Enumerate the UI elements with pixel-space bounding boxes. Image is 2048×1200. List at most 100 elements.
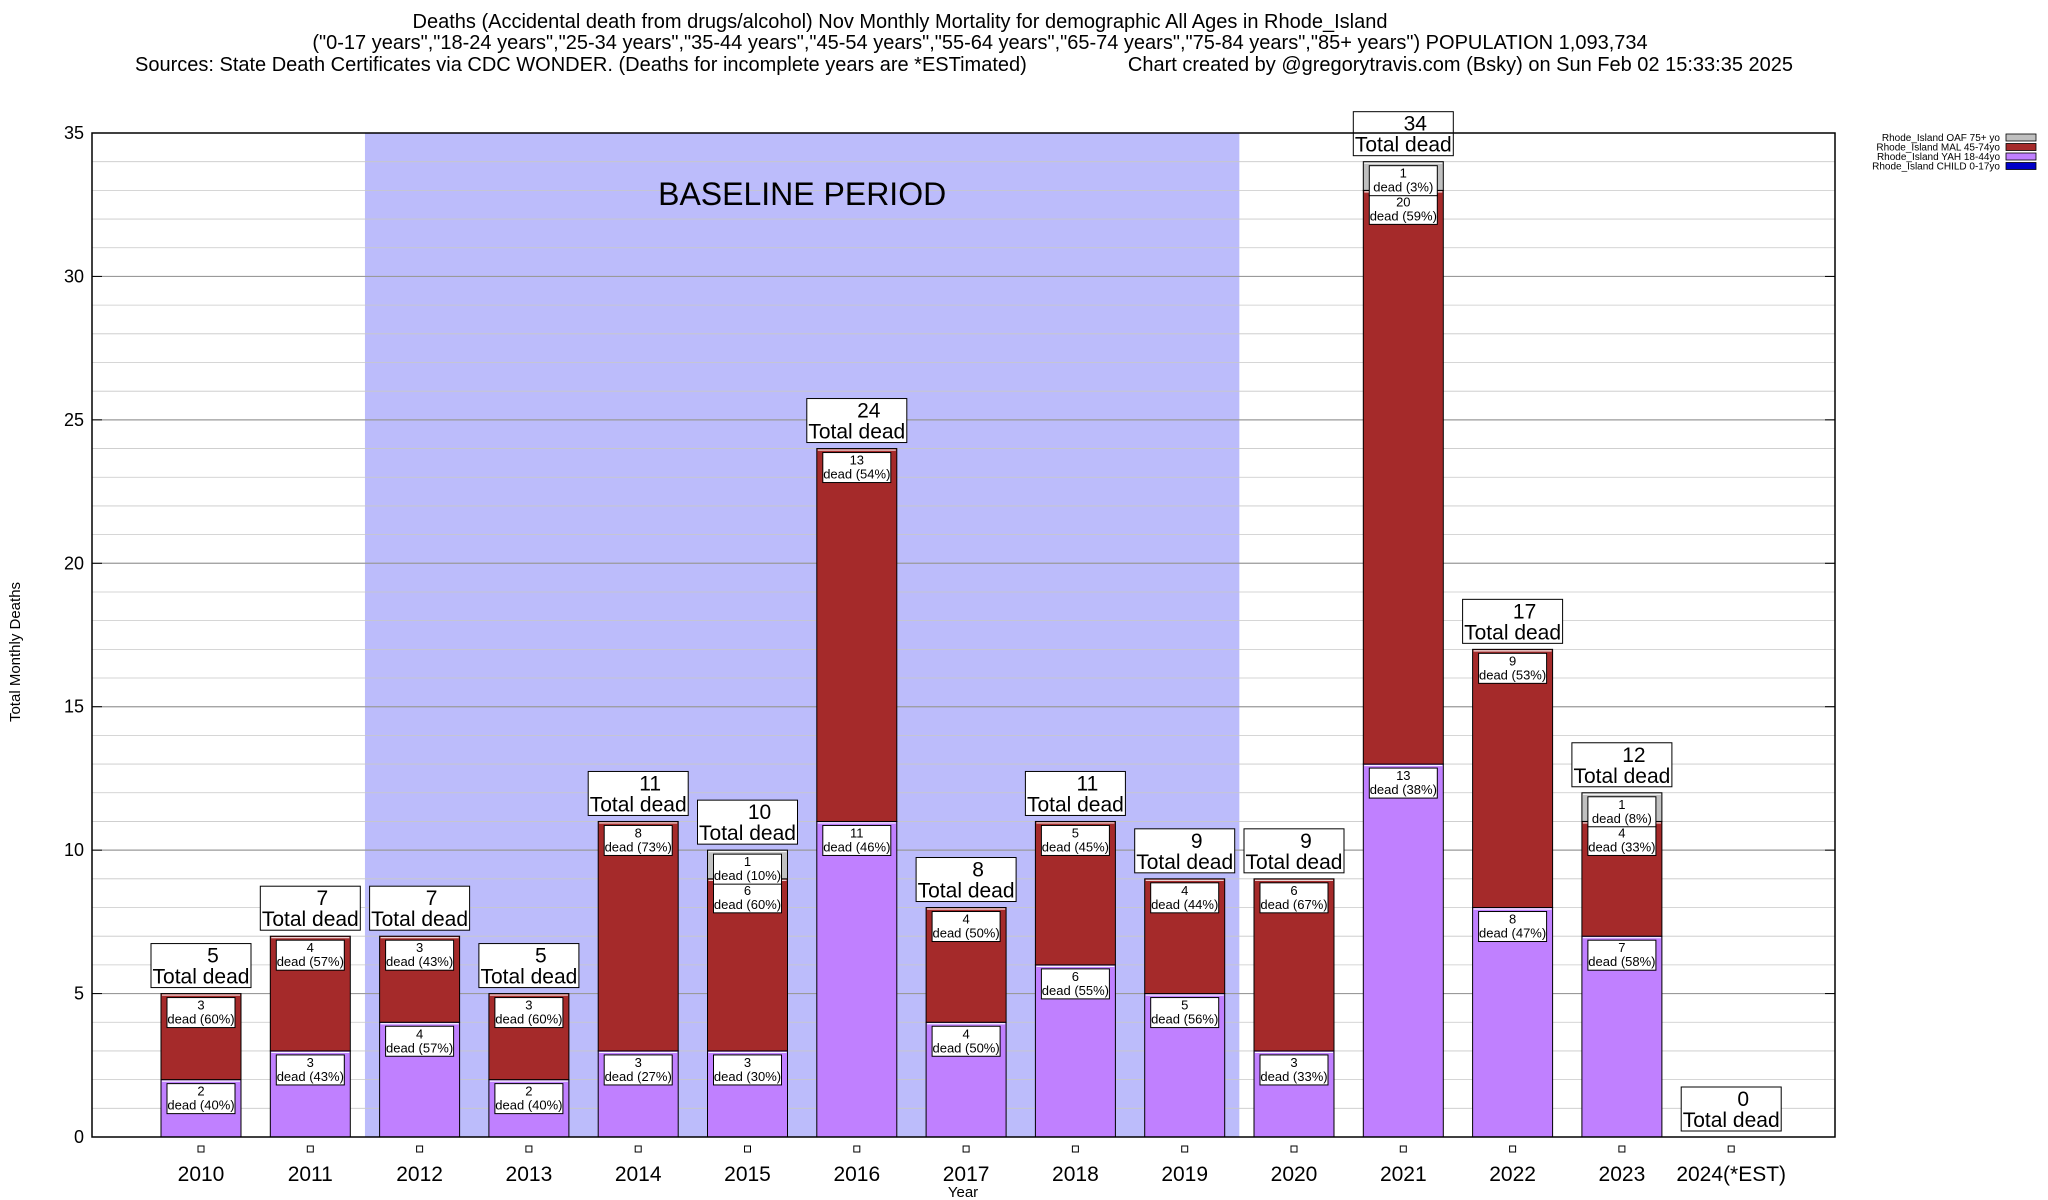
segment-label-box — [931, 911, 1001, 943]
x-tick-marker — [1727, 1145, 1735, 1153]
total-count-label: 9 — [1191, 830, 1203, 853]
segment-percent-label: dead (33%) — [1588, 839, 1655, 854]
segment-percent-label: dead (45%) — [1042, 839, 1109, 854]
segment-percent-label: dead (60%) — [714, 897, 781, 912]
bar-segment — [1362, 763, 1444, 1138]
segment-percent-label: dead (47%) — [1479, 926, 1546, 941]
total-label-box — [259, 885, 361, 931]
y-tick-label: 5 — [74, 984, 84, 1004]
segment-percent-label: dead (60%) — [167, 1012, 234, 1027]
segment-percent-label: dead (44%) — [1151, 897, 1218, 912]
total-suffix-label: Total dead — [1027, 793, 1124, 816]
x-tick-marker — [197, 1145, 205, 1153]
total-count-label: 17 — [1513, 600, 1536, 623]
segment-percent-label: dead (73%) — [605, 839, 672, 854]
segment-count-label: 6 — [1072, 969, 1079, 984]
total-label-box — [150, 943, 252, 989]
segment-count-label: 4 — [962, 912, 969, 927]
segment-percent-label: dead (57%) — [386, 1040, 453, 1055]
total-label-box — [806, 398, 908, 444]
x-tick-label: 2023 — [1599, 1163, 1646, 1186]
segment-label-box — [931, 1025, 1001, 1057]
segment-label-box — [494, 997, 564, 1029]
bar-segment — [816, 820, 898, 1138]
legend-entry-label: Rhode_Island YAH 18-44yo — [1877, 152, 2000, 163]
total-suffix-label: Total dead — [480, 966, 577, 989]
segment-count-label: 1 — [744, 854, 751, 869]
segment-label-box — [822, 452, 892, 484]
total-label-box — [369, 885, 471, 931]
total-count-label: 5 — [207, 945, 219, 968]
total-count-label: 24 — [857, 400, 881, 423]
chart-credit-text: Chart created by @gregorytravis.com (Bsk… — [1128, 54, 1793, 76]
segment-count-label: 5 — [1181, 998, 1188, 1013]
legend-entry-label: Rhode_Island MAL 45-74yo — [1876, 143, 2000, 154]
x-tick-label: 2013 — [506, 1163, 553, 1186]
segment-label-box — [385, 939, 455, 971]
total-suffix-label: Total dead — [262, 908, 359, 931]
x-tick-label: 2017 — [943, 1163, 990, 1186]
x-tick-label: 2021 — [1380, 1163, 1427, 1186]
segment-label-box — [713, 882, 782, 914]
chart-sources-text: Sources: State Death Certificates via CD… — [135, 54, 1027, 76]
segment-percent-label: dead (55%) — [1042, 983, 1109, 998]
segment-label-box — [1040, 824, 1110, 856]
segment-percent-label: dead (43%) — [386, 954, 453, 969]
y-tick-label: 15 — [64, 697, 84, 717]
y-tick-label: 35 — [64, 123, 84, 143]
segment-count-label: 4 — [1181, 883, 1188, 898]
x-tick-label: 2020 — [1271, 1163, 1318, 1186]
x-tick-marker — [416, 1145, 424, 1153]
segment-label-box — [275, 939, 345, 971]
bar-segment — [1472, 907, 1554, 1138]
segment-label-box — [1587, 796, 1657, 828]
segment-percent-label: dead (8%) — [1592, 811, 1652, 826]
legend-swatch — [2005, 152, 2037, 161]
segment-percent-label: dead (33%) — [1260, 1069, 1327, 1084]
segment-label-box — [822, 824, 892, 856]
x-tick-marker — [306, 1145, 314, 1153]
segment-count-label: 13 — [850, 453, 864, 468]
plot-frame — [91, 132, 1836, 1138]
segment-label-box — [1259, 1054, 1329, 1086]
y-tick-label: 30 — [64, 266, 84, 286]
segment-percent-label: dead (59%) — [1370, 208, 1437, 223]
segment-count-label: 2 — [197, 1084, 204, 1099]
total-label-box — [587, 770, 689, 816]
total-count-label: 7 — [316, 887, 328, 910]
total-count-label: 5 — [535, 945, 547, 968]
segment-percent-label: dead (30%) — [714, 1069, 781, 1084]
segment-count-label: 13 — [1396, 768, 1410, 783]
segment-count-label: 3 — [525, 998, 532, 1013]
segment-label-box — [1040, 968, 1110, 1000]
segment-label-box — [1587, 824, 1657, 856]
total-label-box — [1680, 1086, 1782, 1132]
segment-count-label: 20 — [1396, 194, 1410, 209]
total-label-box — [697, 799, 798, 845]
x-tick-label: 2012 — [396, 1163, 443, 1186]
segment-label-box — [1368, 193, 1438, 225]
segment-percent-label: dead (50%) — [932, 926, 999, 941]
segment-label-box — [603, 824, 673, 856]
bar-segment — [816, 448, 898, 822]
segment-percent-label: dead (43%) — [277, 1069, 344, 1084]
segment-label-box — [494, 1083, 564, 1115]
segment-count-label: 8 — [1509, 912, 1516, 927]
legend-swatch — [2005, 162, 2037, 170]
y-tick-label: 25 — [64, 410, 84, 430]
x-tick-marker — [962, 1145, 970, 1153]
segment-percent-label: dead (54%) — [823, 467, 890, 482]
segment-percent-label: dead (58%) — [1588, 954, 1655, 969]
x-tick-label: 2015 — [724, 1163, 771, 1186]
baseline-period-label: BASELINE PERIOD — [658, 176, 946, 212]
segment-count-label: 9 — [1509, 653, 1516, 668]
segment-count-label: 5 — [1072, 825, 1079, 840]
chart-title-line-2: ("0-17 years","18-24 years","25-34 years… — [312, 32, 1647, 54]
total-label-box — [1571, 742, 1673, 788]
segment-count-label: 8 — [635, 825, 642, 840]
total-suffix-label: Total dead — [1136, 851, 1233, 874]
